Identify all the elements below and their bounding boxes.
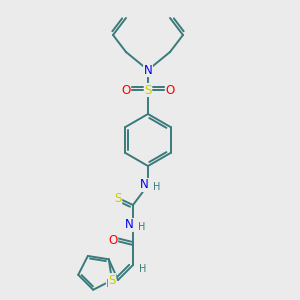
Text: S: S [114,191,122,205]
Text: N: N [144,64,152,76]
Text: H: H [138,222,146,232]
Text: O: O [165,83,175,97]
Text: N: N [140,178,148,191]
Text: H: H [153,182,161,192]
Text: O: O [122,83,130,97]
Text: S: S [108,274,116,287]
Text: S: S [144,83,152,97]
Text: N: N [124,218,134,232]
Text: H: H [139,264,147,274]
Text: H: H [106,279,114,289]
Text: O: O [108,233,118,247]
